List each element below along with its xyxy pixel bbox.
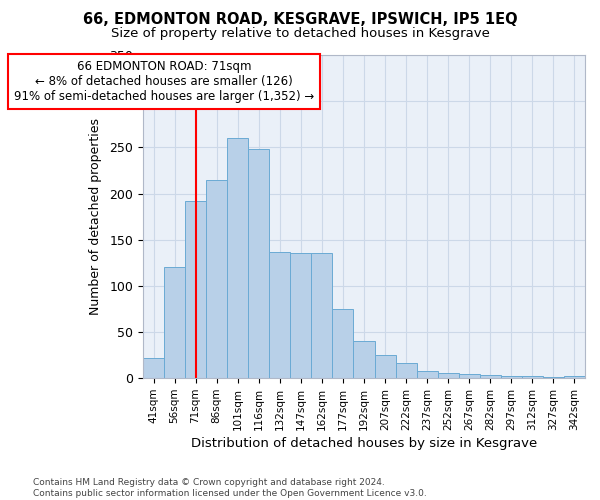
Text: Size of property relative to detached houses in Kesgrave: Size of property relative to detached ho… <box>110 28 490 40</box>
Bar <box>395 362 416 378</box>
Bar <box>332 309 353 378</box>
Bar <box>480 374 501 378</box>
Bar <box>501 376 522 378</box>
Bar <box>522 376 543 378</box>
Y-axis label: Number of detached properties: Number of detached properties <box>89 118 103 315</box>
Bar <box>437 372 459 378</box>
Bar <box>227 138 248 378</box>
Bar <box>290 252 311 378</box>
Bar <box>564 376 585 378</box>
Bar <box>164 268 185 378</box>
Bar <box>311 252 332 378</box>
Text: 66, EDMONTON ROAD, KESGRAVE, IPSWICH, IP5 1EQ: 66, EDMONTON ROAD, KESGRAVE, IPSWICH, IP… <box>83 12 517 28</box>
Bar <box>353 342 374 378</box>
Text: Contains HM Land Registry data © Crown copyright and database right 2024.
Contai: Contains HM Land Registry data © Crown c… <box>33 478 427 498</box>
Bar <box>374 355 395 378</box>
Bar <box>143 358 164 378</box>
Text: 66 EDMONTON ROAD: 71sqm
← 8% of detached houses are smaller (126)
91% of semi-de: 66 EDMONTON ROAD: 71sqm ← 8% of detached… <box>14 60 314 102</box>
Bar <box>185 201 206 378</box>
X-axis label: Distribution of detached houses by size in Kesgrave: Distribution of detached houses by size … <box>191 437 537 450</box>
Bar <box>206 180 227 378</box>
Bar <box>459 374 480 378</box>
Bar <box>248 149 269 378</box>
Bar <box>416 371 437 378</box>
Bar <box>269 252 290 378</box>
